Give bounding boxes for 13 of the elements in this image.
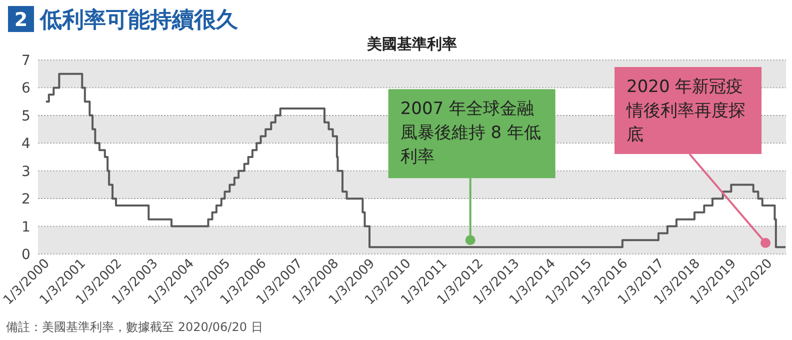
y-tick-label: 2	[22, 192, 30, 208]
annotation: 2007 年全球金融風暴後維持 8 年低利率	[400, 99, 541, 168]
y-tick-label: 7	[22, 53, 30, 69]
annotation: 2020 年新冠疫情後利率再度探底	[626, 77, 746, 145]
y-tick-label: 0	[22, 247, 30, 263]
y-tick-label: 4	[22, 136, 31, 152]
y-tick-label: 1	[22, 219, 30, 236]
y-tick-label: 6	[22, 80, 31, 97]
chart-title: 2 低利率可能持續很久	[14, 7, 239, 33]
chart-subtitle: 美國基準利率	[366, 35, 457, 53]
text: 備註：美國基準利率，數據截至 2020/06/20 日	[6, 320, 263, 334]
y-tick-label: 5	[22, 108, 30, 124]
y-tick-label: 3	[22, 164, 30, 180]
